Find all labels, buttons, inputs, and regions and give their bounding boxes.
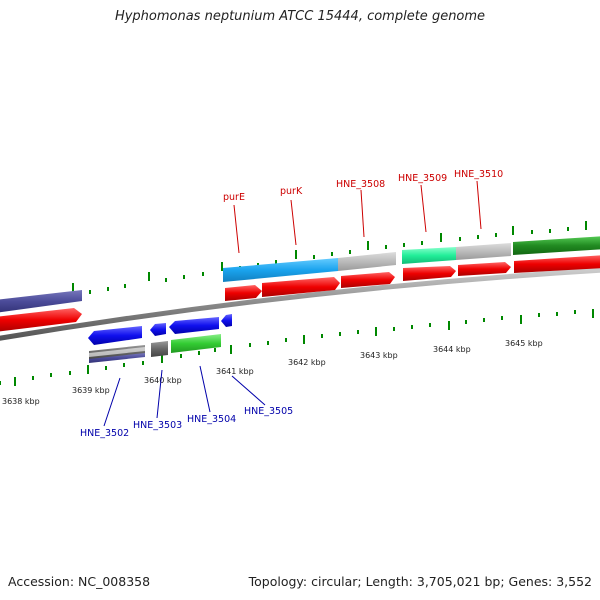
scale-label: 3642 kbp (288, 358, 326, 367)
feature-block (402, 247, 456, 264)
accession-text: Accession: NC_008358 (8, 574, 151, 589)
gene-label-top: purE (223, 192, 245, 203)
gene-arrows-forward (0, 255, 600, 332)
feature-block (89, 347, 145, 357)
gene-arrow (88, 326, 142, 345)
gene-arrow (0, 308, 82, 332)
map-title: Hyphomonas neptunium ATCC 15444, complet… (114, 9, 486, 24)
gene-arrow (458, 262, 511, 276)
leader-lines-bottom (103, 365, 266, 427)
scale-label: 3643 kbp (360, 351, 398, 360)
scale-label: 3641 kbp (216, 367, 254, 376)
feature-track-upper (0, 236, 600, 313)
gene-arrow (262, 277, 340, 297)
scale-label: 3645 kbp (505, 339, 543, 348)
gene-label-top: purK (280, 186, 303, 197)
feature-block (513, 236, 600, 255)
feature-block (171, 334, 221, 353)
gene-label-bottom: HNE_3503 (133, 420, 182, 431)
gene-arrow (514, 255, 600, 273)
scale-ticks-lower (0, 309, 594, 386)
genome-backbone (0, 267, 600, 341)
gene-label-bottom: HNE_3505 (244, 406, 293, 417)
feature-track-lower (89, 334, 221, 363)
feature-block (456, 243, 511, 260)
feature-block (151, 341, 168, 357)
gene-arrow (225, 285, 262, 301)
gene-arrow (341, 272, 395, 288)
feature-block (0, 290, 82, 313)
topology-text: Topology: circular; Length: 3,705,021 bp… (248, 574, 592, 589)
gene-arrow (221, 314, 232, 327)
gene-label-top: HNE_3510 (454, 169, 503, 180)
gene-label-top: HNE_3508 (336, 179, 385, 190)
feature-block (223, 258, 338, 282)
gene-arrow (169, 317, 219, 334)
feature-block (338, 252, 396, 271)
scale-label: 3638 kbp (2, 397, 40, 406)
gene-label-top: HNE_3509 (398, 173, 447, 184)
scale-label: 3644 kbp (433, 345, 471, 354)
gene-label-bottom: HNE_3504 (187, 414, 236, 425)
gene-label-bottom: HNE_3502 (80, 428, 129, 439)
feature-block (89, 353, 145, 363)
scale-label: 3639 kbp (72, 386, 110, 395)
leader-lines-top (233, 180, 482, 254)
scale-label: 3640 kbp (144, 376, 182, 385)
gene-arrow (403, 266, 456, 281)
gene-arrows-reverse (88, 314, 232, 345)
gene-arrow (150, 323, 166, 336)
